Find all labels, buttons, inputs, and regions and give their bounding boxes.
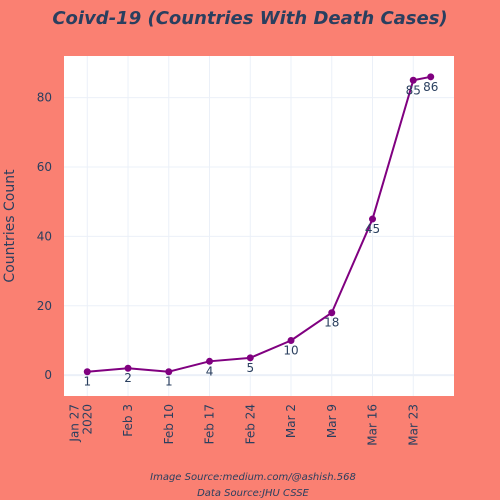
grid <box>64 56 454 396</box>
x-tick-label: Feb 24 <box>243 404 257 444</box>
x-tick-label: Mar 16 <box>366 404 380 446</box>
data-point <box>83 368 91 376</box>
x-tick-label: Jan 27 2020 <box>67 404 94 443</box>
data-point <box>206 357 214 365</box>
data-point <box>165 368 173 376</box>
data-point <box>287 336 295 344</box>
series-points-layer <box>83 73 435 376</box>
y-tick-label: 60 <box>37 160 52 174</box>
x-tick-label: Feb 17 <box>203 404 217 444</box>
data-label: 85 <box>406 83 421 97</box>
series-line-layer <box>87 75 431 373</box>
x-tick-text: Feb 24 <box>243 404 257 444</box>
data-label: 18 <box>324 316 339 330</box>
x-tick-text: Jan 27 <box>67 404 81 443</box>
x-tick-text: Mar 9 <box>325 404 339 438</box>
data-point <box>409 76 417 84</box>
x-tick-text: 2020 <box>80 404 94 435</box>
data-label: 10 <box>283 343 298 357</box>
data-point <box>246 354 254 362</box>
data-label: 1 <box>83 375 91 389</box>
x-tick-text: Mar 2 <box>284 404 298 438</box>
x-tick-text: Mar 16 <box>366 404 380 446</box>
data-label: 45 <box>365 222 380 236</box>
x-tick-text: Feb 10 <box>162 404 176 444</box>
data-point <box>427 73 435 81</box>
x-tick-label: Mar 9 <box>325 404 339 438</box>
data-label: 86 <box>423 80 438 94</box>
x-tick-text: Mar 23 <box>406 404 420 446</box>
y-axis-title: Countries Count <box>2 169 18 283</box>
image-source-note: Image Source:medium.com/@ashish.568 <box>150 472 356 483</box>
series-line <box>87 75 431 373</box>
y-axis-ticks: 0 20 40 60 80 <box>37 91 52 383</box>
data-label: 2 <box>124 371 132 385</box>
x-tick-text: Feb 3 <box>121 404 135 437</box>
data-point <box>328 309 336 317</box>
y-tick-label: 0 <box>44 368 52 382</box>
x-tick-label: Feb 3 <box>121 404 135 437</box>
x-tick-text: Feb 17 <box>203 404 217 444</box>
y-tick-label: 40 <box>37 229 52 243</box>
x-axis-ticks: Jan 27 2020 Feb 3 Feb 10 Feb 17 Feb 24 Mar 2 Ma… <box>67 404 420 446</box>
data-label: 5 <box>246 361 254 375</box>
plot-background <box>64 56 454 396</box>
data-point <box>369 215 377 223</box>
x-tick-label: Mar 23 <box>406 404 420 446</box>
x-tick-label: Mar 2 <box>284 404 298 438</box>
data-label: 4 <box>206 364 214 378</box>
y-tick-label: 80 <box>37 91 52 105</box>
x-tick-label: Feb 10 <box>162 404 176 444</box>
data-point <box>124 364 132 372</box>
data-source-note: Data Source:JHU CSSE <box>197 488 309 499</box>
data-label: 1 <box>165 375 173 389</box>
chart-title: Coivd-19 (Countries With Death Cases) <box>52 8 447 29</box>
y-tick-label: 20 <box>37 299 52 313</box>
